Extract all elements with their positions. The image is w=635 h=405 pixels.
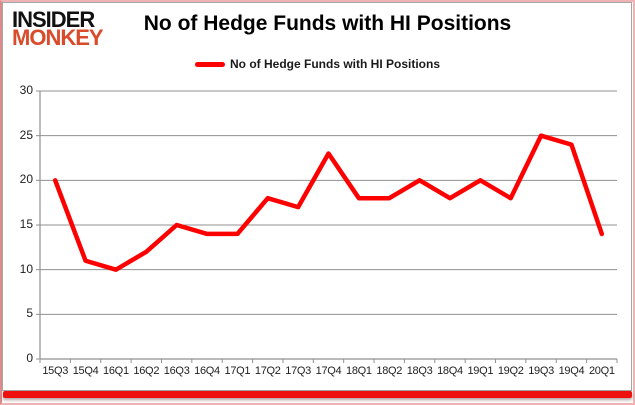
y-tick-label: 25 [19, 127, 33, 142]
y-tick-label: 10 [19, 261, 33, 276]
y-tick-label: 5 [26, 306, 33, 321]
chart-title: No of Hedge Funds with HI Positions [143, 12, 512, 35]
x-tick-label: 17Q2 [254, 365, 281, 377]
x-tick-label: 19Q4 [558, 365, 585, 377]
x-tick-label: 16Q1 [103, 365, 129, 377]
chart-border-box [2, 2, 632, 391]
x-tick-label: 18Q4 [437, 365, 463, 377]
x-tick-label: 15Q3 [42, 365, 69, 377]
x-tick-label: 18Q3 [406, 365, 433, 377]
x-tick-label: 16Q4 [194, 365, 220, 377]
chart-legend: No of Hedge Funds with HI Positions [0, 57, 635, 71]
x-tick-label: 19Q2 [497, 365, 524, 377]
logo-text-insider: INSIDER [12, 7, 95, 32]
x-tick-label: 17Q4 [315, 365, 342, 377]
x-tick-label: 20Q1 [588, 365, 615, 377]
logo-text-monkey: MONKEY [12, 25, 104, 50]
x-tick-label: 15Q4 [72, 365, 99, 377]
insider-monkey-logo: INSIDER MONKEY [12, 7, 132, 50]
y-tick-label: 0 [26, 351, 33, 365]
y-tick-label: 20 [19, 172, 33, 187]
series-line [52, 133, 605, 272]
x-tick-label: 17Q1 [224, 365, 251, 377]
x-tick-label: 18Q2 [376, 365, 403, 377]
legend-line-swatch [195, 61, 225, 67]
x-tick-label: 17Q3 [285, 365, 311, 377]
x-tick-label: 18Q1 [346, 365, 372, 377]
legend-label: No of Hedge Funds with HI Positions [230, 57, 440, 71]
highlight-underline-bar [3, 391, 632, 398]
x-tick-label: 16Q2 [133, 365, 160, 377]
y-tick-label: 30 [19, 83, 33, 97]
x-tick-label: 16Q3 [163, 365, 190, 377]
x-tick-label: 19Q3 [528, 365, 554, 377]
y-tick-label: 15 [19, 217, 33, 231]
x-tick-label: 19Q1 [467, 365, 494, 377]
